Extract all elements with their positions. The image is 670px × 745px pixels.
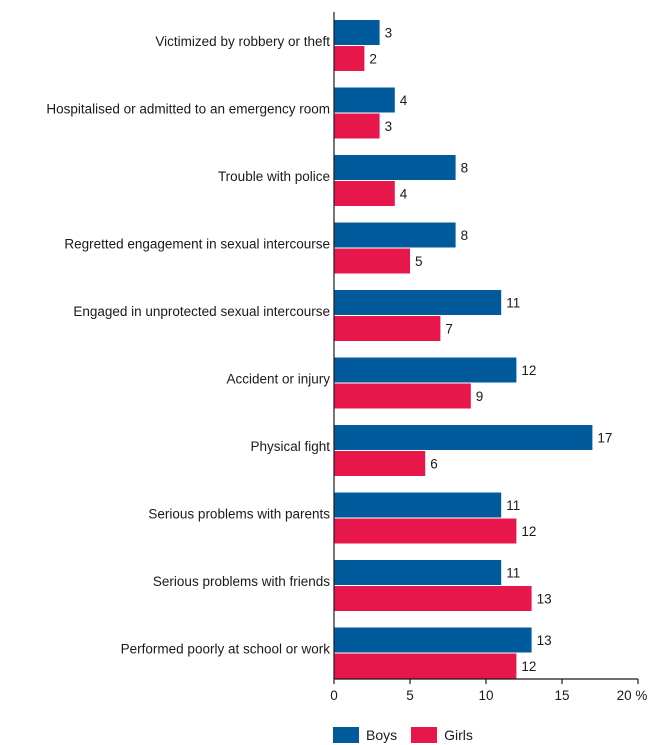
- category-label: Regretted engagement in sexual intercour…: [64, 237, 330, 252]
- category-label: Serious problems with friends: [153, 574, 330, 589]
- data-label-boys: 3: [385, 26, 393, 41]
- data-label-girls: 3: [385, 119, 393, 134]
- category-label: Victimized by robbery or theft: [155, 34, 330, 49]
- legend-swatch-girls: [411, 727, 438, 743]
- legend-swatch-boys: [333, 727, 359, 743]
- data-label-boys: 17: [597, 431, 612, 446]
- legend-label-girls: Girls: [444, 727, 473, 743]
- data-label-girls: 9: [476, 389, 484, 404]
- x-tick-label: 10: [478, 688, 493, 703]
- data-label-girls: 13: [537, 592, 552, 607]
- bar-boys: [334, 425, 593, 450]
- data-label-girls: 2: [369, 52, 377, 67]
- bar-boys: [334, 627, 532, 653]
- category-label: Engaged in unprotected sexual intercours…: [73, 304, 330, 319]
- bar-chart: Victimized by robbery or theft32Hospital…: [46, 12, 648, 703]
- bar-girls: [334, 181, 395, 206]
- data-label-boys: 8: [461, 228, 469, 243]
- bar-boys: [334, 87, 395, 113]
- bar-girls: [334, 383, 471, 409]
- bar-girls: [334, 586, 532, 611]
- data-label-boys: 8: [461, 161, 469, 176]
- legend-item-boys: Boys: [333, 727, 397, 743]
- x-tick-label: 20 %: [617, 688, 648, 703]
- data-label-girls: 7: [445, 322, 453, 337]
- legend-label-boys: Boys: [366, 727, 398, 743]
- bar-girls: [334, 248, 410, 274]
- x-tick-label: 5: [406, 688, 414, 703]
- bar-girls: [334, 316, 441, 341]
- data-label-girls: 12: [521, 659, 536, 674]
- bar-girls: [334, 518, 517, 544]
- category-label: Physical fight: [250, 439, 330, 454]
- bar-boys: [334, 357, 517, 383]
- bar-boys: [334, 20, 380, 45]
- category-label: Trouble with police: [218, 169, 330, 184]
- bar-girls: [334, 653, 517, 679]
- data-label-boys: 11: [506, 498, 520, 513]
- x-tick-label: 15: [554, 688, 569, 703]
- data-label-girls: 6: [430, 457, 438, 472]
- data-label-boys: 11: [506, 296, 520, 311]
- bar-girls: [334, 451, 426, 476]
- data-label-boys: 4: [400, 93, 408, 108]
- data-label-boys: 11: [506, 566, 520, 581]
- x-tick-label: 0: [330, 688, 338, 703]
- data-label-boys: 12: [521, 363, 536, 378]
- category-label: Serious problems with parents: [148, 507, 330, 522]
- category-label: Hospitalised or admitted to an emergency…: [46, 102, 330, 117]
- data-label-girls: 12: [521, 524, 536, 539]
- data-label-boys: 13: [537, 633, 552, 648]
- bar-girls: [334, 113, 380, 139]
- bar-boys: [334, 560, 502, 585]
- legend-item-girls: Girls: [411, 727, 473, 743]
- bar-boys: [334, 155, 456, 180]
- bar-boys: [334, 290, 502, 315]
- bar-boys: [334, 492, 502, 518]
- data-label-girls: 5: [415, 254, 423, 269]
- bar-girls: [334, 46, 365, 71]
- legend: Boys Girls: [333, 727, 487, 743]
- data-label-girls: 4: [400, 187, 408, 202]
- category-label: Accident or injury: [226, 372, 330, 387]
- category-label: Performed poorly at school or work: [121, 642, 331, 657]
- bar-boys: [334, 222, 456, 248]
